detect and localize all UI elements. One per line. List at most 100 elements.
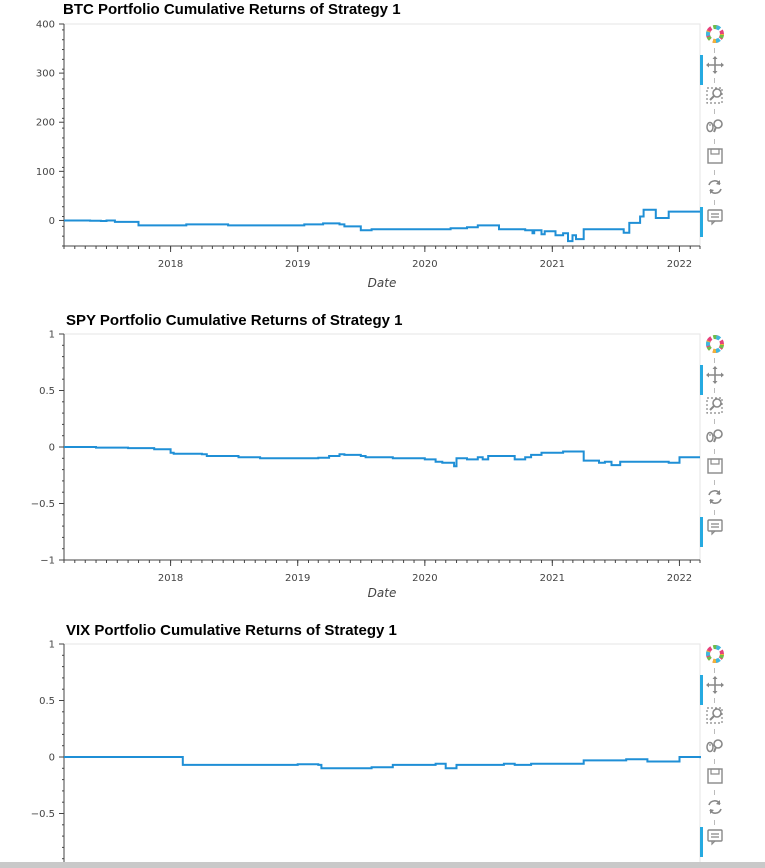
box-zoom-icon <box>706 707 723 724</box>
y-tick-label: 100 <box>36 167 55 178</box>
chart-title: VIX Portfolio Cumulative Returns of Stra… <box>66 622 397 639</box>
x-tick-label: 2018 <box>158 573 183 584</box>
save-icon <box>707 768 723 784</box>
active-tool-indicator <box>700 674 703 705</box>
toolbar-separator <box>714 510 715 515</box>
toolbar-separator <box>714 667 715 673</box>
bokeh-logo-tool-button[interactable] <box>700 22 730 48</box>
box-zoom-icon <box>706 87 723 104</box>
wheel-zoom-tool-button[interactable] <box>700 734 730 760</box>
series-line <box>64 446 700 468</box>
toolbar-separator <box>714 357 715 363</box>
toolbar-separator <box>714 108 715 114</box>
y-tick-label: −0.5 <box>31 499 55 510</box>
y-tick-label: 300 <box>36 69 55 80</box>
y-tick-label: 0.5 <box>39 386 55 397</box>
wheel-zoom-icon <box>706 118 723 132</box>
hover-tool-button[interactable] <box>700 825 730 857</box>
y-tick-label: 0 <box>49 443 55 454</box>
plot-frame <box>63 23 701 247</box>
toolbar-separator <box>714 169 715 175</box>
x-tick-label: 2022 <box>667 573 692 584</box>
x-tick-label: 2018 <box>158 259 183 270</box>
bokeh-logo-tool-button[interactable] <box>700 642 730 668</box>
x-tick-label: 2020 <box>412 573 437 584</box>
x-tick-label: 2022 <box>667 259 692 270</box>
reset-icon <box>708 179 722 194</box>
x-tick-label: 2021 <box>540 259 565 270</box>
toolbar-separator <box>714 78 715 83</box>
wheel-zoom-tool-button[interactable] <box>700 424 730 450</box>
wheel-zoom-icon <box>706 738 723 752</box>
toolbar-separator <box>714 698 715 703</box>
toolbar-separator <box>714 388 715 393</box>
reset-icon <box>708 489 722 504</box>
box-zoom-icon <box>706 397 723 414</box>
box-zoom-tool-button[interactable] <box>700 393 730 419</box>
y-tick-label: −0.5 <box>31 809 55 820</box>
btc-chart[interactable]: 0 100 200 300 400 2018 2019 2020 2021 2022 Date <box>0 0 765 300</box>
y-tick-label: 0 <box>49 216 55 227</box>
pan-icon <box>706 365 724 384</box>
toolbar-separator <box>714 139 715 144</box>
y-tick-label: 400 <box>36 20 55 31</box>
series-line <box>64 208 700 243</box>
y-tick-label: 0 <box>49 753 55 764</box>
x-tick-label: 2019 <box>285 573 310 584</box>
pan-icon <box>706 675 724 694</box>
x-tick-label: 2021 <box>540 573 565 584</box>
spy-chart-panel: SPY Portfolio Cumulative Returns of Stra… <box>0 310 765 610</box>
y-tick-label: 0.5 <box>39 696 55 707</box>
save-icon <box>707 458 723 474</box>
chart-title: BTC Portfolio Cumulative Returns of Stra… <box>63 1 401 18</box>
hover-icon <box>707 519 723 536</box>
toolbar-separator <box>714 789 715 795</box>
x-tick-label: 2019 <box>285 259 310 270</box>
spy-chart[interactable]: −1 −0.5 0 0.5 1 2018 2019 2020 2021 2022 Date <box>0 310 765 610</box>
bokeh-logo-icon <box>706 335 724 353</box>
save-tool-button[interactable] <box>700 144 730 170</box>
active-tool-indicator <box>700 517 703 547</box>
btc-chart-panel: BTC Portfolio Cumulative Returns of Stra… <box>0 0 765 300</box>
hover-icon <box>707 829 723 846</box>
box-zoom-tool-button[interactable] <box>700 703 730 729</box>
save-tool-button[interactable] <box>700 454 730 480</box>
save-tool-button[interactable] <box>700 764 730 790</box>
wheel-zoom-tool-button[interactable] <box>700 114 730 140</box>
pan-tool-button[interactable] <box>700 53 730 85</box>
x-axis-label: Date <box>368 276 397 290</box>
reset-tool-button[interactable] <box>700 175 730 201</box>
active-tool-indicator <box>700 207 703 237</box>
pan-tool-button[interactable] <box>700 673 730 705</box>
save-icon <box>707 148 723 164</box>
vix-chart[interactable]: −0.5 0 0.5 1 <box>0 620 765 868</box>
y-tick-label: −1 <box>40 556 55 567</box>
box-zoom-tool-button[interactable] <box>700 83 730 109</box>
wheel-zoom-icon <box>706 428 723 442</box>
hover-tool-button[interactable] <box>700 205 730 237</box>
hover-tool-button[interactable] <box>700 515 730 547</box>
bokeh-logo-tool-button[interactable] <box>700 332 730 358</box>
horizontal-scrollbar[interactable] <box>0 862 765 868</box>
vix-chart-panel: VIX Portfolio Cumulative Returns of Stra… <box>0 620 765 868</box>
y-tick-label: 1 <box>49 330 55 341</box>
toolbar-separator <box>714 820 715 825</box>
pan-icon <box>706 55 724 74</box>
pan-tool-button[interactable] <box>700 363 730 395</box>
reset-tool-button[interactable] <box>700 795 730 821</box>
bokeh-logo-icon <box>706 645 724 663</box>
x-axis-label: Date <box>368 586 397 600</box>
series-line <box>64 756 701 770</box>
y-tick-label: 200 <box>36 118 55 129</box>
active-tool-indicator <box>700 827 703 857</box>
reset-tool-button[interactable] <box>700 485 730 511</box>
hover-icon <box>707 209 723 226</box>
toolbar-separator <box>714 47 715 53</box>
x-tick-label: 2020 <box>412 259 437 270</box>
chart-title: SPY Portfolio Cumulative Returns of Stra… <box>66 312 403 329</box>
toolbar-separator <box>714 728 715 734</box>
plot-frame <box>63 333 701 561</box>
toolbar-separator <box>714 449 715 454</box>
toolbar-separator <box>714 479 715 485</box>
toolbar-separator <box>714 200 715 205</box>
